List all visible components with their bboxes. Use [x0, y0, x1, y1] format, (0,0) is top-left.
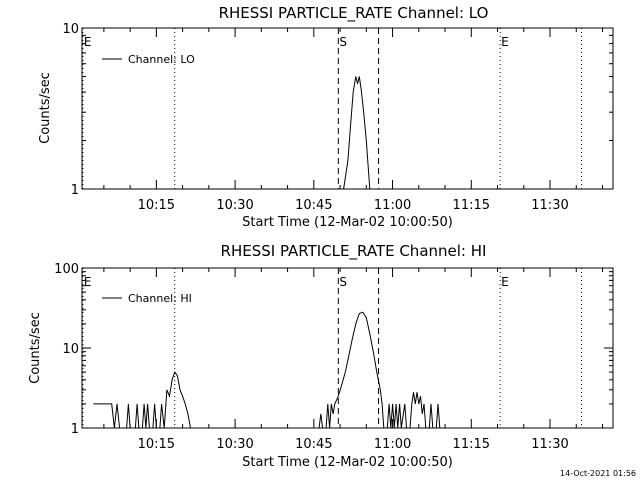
x-tick-label: 10:30 — [216, 437, 253, 452]
event-marker-label: S — [339, 275, 347, 289]
event-marker-label: E — [84, 35, 92, 49]
y-tick-label: 1 — [71, 422, 79, 437]
x-tick-label: 11:00 — [374, 437, 411, 452]
y-tick-label: 100 — [54, 262, 79, 277]
event-marker-label: S — [339, 35, 347, 49]
x-tick-label: 11:30 — [531, 437, 568, 452]
series-line — [343, 76, 371, 190]
x-axis-label: Start Time (12-Mar-02 10:00:50) — [242, 215, 453, 230]
y-axis-label: Counts/sec — [28, 312, 43, 384]
y-tick-label: 1 — [71, 183, 79, 198]
legend: Channel: HI — [102, 292, 192, 305]
date-stamp: 14-Oct-2021 01:56 — [560, 469, 636, 478]
x-tick-label: 10:45 — [295, 437, 332, 452]
event-marker-label: E — [501, 275, 509, 289]
x-tick-label: 10:30 — [216, 198, 253, 213]
panel-lo: RHESSI PARTICLE_RATE Channel: LO 1 10 10:15… — [38, 4, 614, 230]
legend-label: Channel: HI — [128, 292, 192, 305]
x-tick-label: 11:15 — [453, 198, 490, 213]
event-marker-label: E — [84, 275, 92, 289]
x-tick-label: 11:30 — [531, 198, 568, 213]
x-tick-label: 10:45 — [295, 198, 332, 213]
y-tick-label: 10 — [62, 22, 79, 37]
x-tick-label: 10:15 — [138, 198, 175, 213]
legend: Channel: LO — [102, 53, 195, 66]
event-marker-label: E — [501, 35, 509, 49]
series-line — [93, 371, 191, 429]
y-axis-label: Counts/sec — [38, 72, 53, 144]
panel-hi: RHESSI PARTICLE_RATE Channel: HI 1 10 100 10… — [28, 242, 614, 470]
x-tick-label: 11:15 — [453, 437, 490, 452]
y-tick-label: 10 — [62, 342, 79, 357]
legend-label: Channel: LO — [128, 53, 195, 66]
x-axis-label: Start Time (12-Mar-02 10:00:50) — [242, 455, 453, 470]
series-line — [318, 311, 441, 429]
x-tick-label: 11:00 — [374, 198, 411, 213]
panel-title: RHESSI PARTICLE_RATE Channel: HI — [221, 242, 487, 261]
panel-title: RHESSI PARTICLE_RATE Channel: LO — [219, 4, 489, 23]
plot-frame — [81, 27, 614, 190]
x-tick-label: 10:15 — [138, 437, 175, 452]
